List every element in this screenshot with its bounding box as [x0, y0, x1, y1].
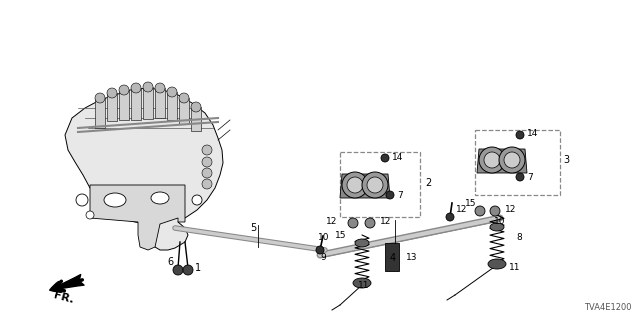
Polygon shape [90, 185, 185, 250]
Text: 6: 6 [167, 257, 173, 267]
Text: 11: 11 [358, 281, 369, 290]
Circle shape [107, 88, 117, 98]
Polygon shape [340, 174, 390, 198]
Bar [107, 93, 117, 121]
Text: TVA4E1200: TVA4E1200 [584, 303, 632, 312]
Bar [131, 88, 141, 120]
Circle shape [342, 172, 368, 198]
Bar [475, 130, 560, 195]
Circle shape [155, 83, 165, 93]
Bar [385, 243, 399, 271]
Ellipse shape [104, 193, 126, 207]
Text: 12: 12 [456, 205, 467, 214]
Text: 4: 4 [390, 253, 396, 263]
Circle shape [131, 83, 141, 93]
Text: 10: 10 [494, 218, 506, 227]
Circle shape [381, 154, 389, 162]
Text: 8: 8 [516, 233, 522, 242]
Ellipse shape [490, 223, 504, 231]
Bar [340, 152, 420, 217]
Circle shape [347, 177, 363, 193]
Bar [167, 92, 177, 120]
Text: 13: 13 [406, 252, 417, 261]
Circle shape [86, 211, 94, 219]
Circle shape [516, 173, 524, 181]
Circle shape [475, 206, 485, 216]
Text: 15: 15 [465, 198, 477, 207]
Circle shape [202, 145, 212, 155]
Text: 9: 9 [320, 252, 326, 261]
Circle shape [76, 194, 88, 206]
Circle shape [316, 246, 324, 254]
Ellipse shape [151, 192, 169, 204]
Text: 14: 14 [527, 130, 538, 139]
Bar [143, 87, 153, 119]
Circle shape [183, 265, 193, 275]
Text: 11: 11 [509, 263, 520, 273]
Circle shape [386, 191, 394, 199]
Polygon shape [65, 88, 223, 250]
Circle shape [202, 157, 212, 167]
Ellipse shape [488, 259, 506, 269]
Circle shape [479, 147, 505, 173]
Text: 5: 5 [250, 223, 256, 233]
Circle shape [499, 147, 525, 173]
Bar [95, 98, 105, 128]
Polygon shape [477, 149, 527, 173]
Text: 10: 10 [318, 234, 330, 243]
Bar [119, 90, 129, 120]
Circle shape [143, 82, 153, 92]
Bar [179, 98, 189, 124]
Circle shape [367, 177, 383, 193]
Circle shape [192, 195, 202, 205]
Bar [155, 88, 165, 118]
Text: 3: 3 [563, 155, 569, 165]
Circle shape [202, 168, 212, 178]
Circle shape [348, 218, 358, 228]
Circle shape [202, 179, 212, 189]
Circle shape [179, 93, 189, 103]
Text: 12: 12 [326, 218, 337, 227]
Circle shape [167, 87, 177, 97]
Text: 7: 7 [397, 190, 403, 199]
Text: FR.: FR. [52, 290, 74, 305]
Circle shape [504, 152, 520, 168]
Text: 1: 1 [195, 263, 201, 273]
Text: 15: 15 [335, 231, 346, 241]
Text: 12: 12 [505, 205, 516, 214]
Circle shape [119, 85, 129, 95]
Text: 2: 2 [425, 178, 431, 188]
Circle shape [365, 218, 375, 228]
Circle shape [516, 131, 524, 139]
Ellipse shape [353, 278, 371, 288]
Text: 14: 14 [392, 153, 403, 162]
Bar [191, 107, 201, 131]
Text: 7: 7 [527, 172, 532, 181]
Circle shape [446, 213, 454, 221]
Circle shape [484, 152, 500, 168]
Circle shape [173, 265, 183, 275]
Circle shape [191, 102, 201, 112]
Circle shape [490, 206, 500, 216]
Circle shape [95, 93, 105, 103]
Text: 12: 12 [380, 218, 392, 227]
Ellipse shape [355, 239, 369, 247]
Circle shape [362, 172, 388, 198]
